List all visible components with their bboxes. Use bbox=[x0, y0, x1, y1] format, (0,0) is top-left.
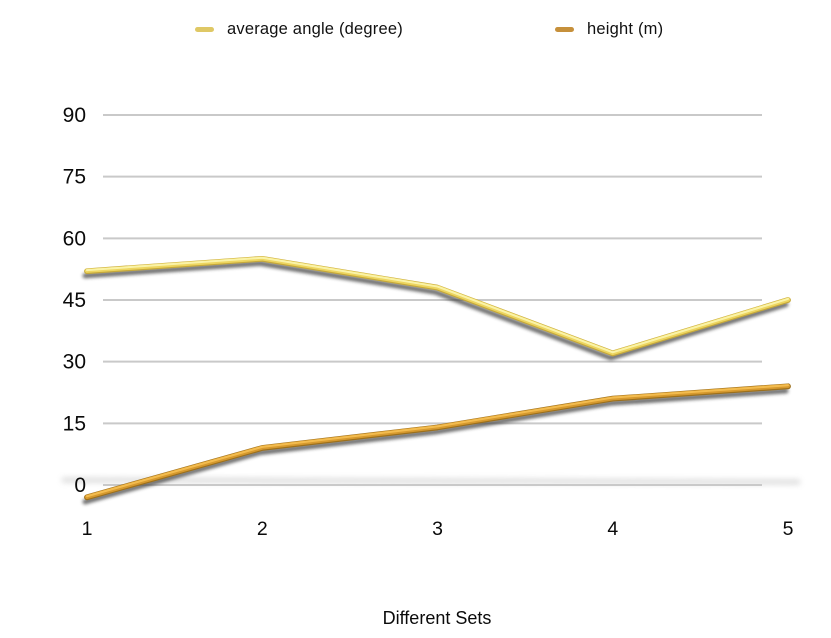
series-line-shadow bbox=[82, 388, 789, 505]
y-tick-label: 30 bbox=[63, 351, 86, 374]
legend-label-height: height (m) bbox=[587, 20, 664, 38]
y-tick-label: 0 bbox=[74, 474, 86, 497]
y-tick-label: 60 bbox=[63, 227, 86, 250]
series-line-highlight bbox=[86, 384, 789, 498]
y-tick-label: 15 bbox=[63, 412, 86, 435]
x-axis-title: Different Sets bbox=[382, 608, 492, 628]
x-tick-label: 4 bbox=[607, 518, 618, 540]
series-line-body bbox=[84, 256, 791, 356]
legend-swatch-height-icon bbox=[555, 27, 574, 32]
series-line-edge bbox=[84, 255, 791, 357]
series-line-average-angle bbox=[82, 255, 791, 361]
series-line-highlight bbox=[86, 256, 789, 354]
x-tick-label: 3 bbox=[432, 518, 443, 540]
x-tick-label: 2 bbox=[257, 518, 268, 540]
legend-swatch-average-angle-icon bbox=[195, 27, 214, 32]
legend-item-height: height (m) bbox=[555, 20, 663, 39]
series-line-height bbox=[82, 383, 791, 505]
zero-axis-shadow bbox=[61, 477, 801, 485]
y-tick-label: 75 bbox=[63, 166, 86, 189]
legend-label-average-angle: average angle (degree) bbox=[227, 20, 403, 38]
x-tick-label: 5 bbox=[783, 518, 794, 540]
y-tick-label: 45 bbox=[63, 289, 86, 312]
y-tick-label: 90 bbox=[63, 104, 86, 127]
legend-item-average-angle: average angle (degree) bbox=[195, 20, 403, 39]
x-tick-label: 1 bbox=[82, 518, 93, 540]
series-line-shadow bbox=[82, 260, 789, 361]
